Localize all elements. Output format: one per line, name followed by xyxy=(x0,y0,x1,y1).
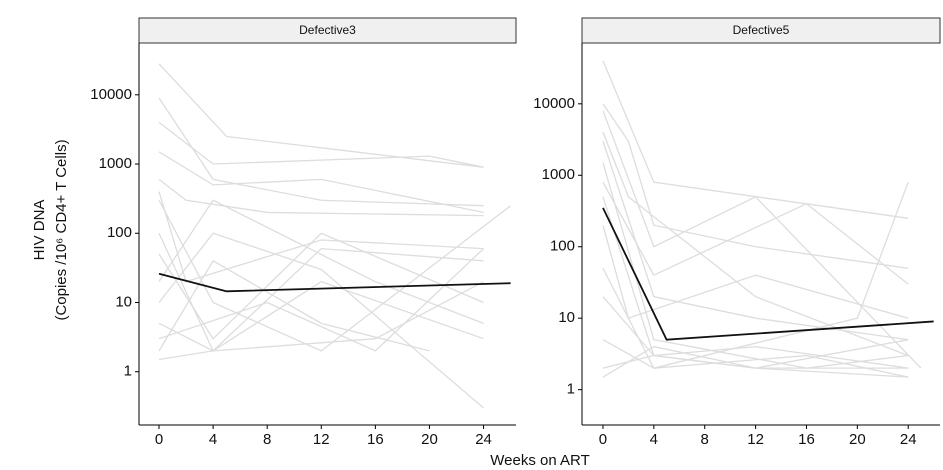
line xyxy=(602,110,922,369)
line xyxy=(158,121,484,168)
strip xyxy=(581,17,941,44)
y-tick-label: 1 xyxy=(124,363,132,380)
line xyxy=(602,267,909,378)
line xyxy=(158,63,484,168)
line xyxy=(602,132,909,357)
panel-title: Defective5 xyxy=(733,23,790,37)
x-tick-label: 24 xyxy=(900,431,917,448)
line xyxy=(602,181,909,369)
line xyxy=(602,60,909,219)
y-tick-label: 10000 xyxy=(90,86,132,103)
x-tick-label: 4 xyxy=(650,431,658,448)
y-tick-label: 10 xyxy=(115,293,132,310)
line xyxy=(158,191,484,283)
line xyxy=(602,103,909,269)
line xyxy=(158,199,511,352)
line xyxy=(158,259,430,352)
y-tick-label: 10000 xyxy=(533,95,575,112)
y-tick-label: 100 xyxy=(550,238,575,255)
y-tick-label: 1000 xyxy=(542,166,575,183)
x-tick-label: 24 xyxy=(475,431,492,448)
line xyxy=(602,196,909,369)
x-tick-label: 8 xyxy=(263,431,271,448)
line xyxy=(158,281,484,361)
line xyxy=(158,199,484,324)
y-tick-label: 10 xyxy=(558,309,575,326)
line xyxy=(602,225,909,320)
x-tick-label: 20 xyxy=(849,431,866,448)
y-tick-label: 1000 xyxy=(99,155,132,172)
x-tick-label: 0 xyxy=(155,431,163,448)
line xyxy=(158,248,484,352)
line xyxy=(602,162,909,369)
x-tick-label: 0 xyxy=(599,431,607,448)
line xyxy=(158,280,484,352)
line xyxy=(602,207,934,341)
x-tick-label: 20 xyxy=(421,431,438,448)
x-tick-label: 16 xyxy=(367,431,384,448)
x-tick-label: 4 xyxy=(209,431,217,448)
y-axis-label: (Copies /10⁶ CD4+ T Cells) xyxy=(53,139,70,320)
y-tick-label: 1 xyxy=(567,381,575,398)
line xyxy=(602,345,909,378)
line xyxy=(158,151,484,214)
line xyxy=(158,232,484,352)
y-axis-label: HIV DNA xyxy=(31,200,48,261)
strip xyxy=(138,17,517,44)
x-tick-label: 12 xyxy=(313,431,330,448)
line xyxy=(158,178,484,217)
line xyxy=(602,181,909,285)
panel-title: Defective3 xyxy=(299,23,356,37)
x-tick-label: 8 xyxy=(701,431,709,448)
x-axis-label: Weeks on ART xyxy=(490,452,590,469)
y-tick-label: 100 xyxy=(107,224,132,241)
line xyxy=(158,232,484,409)
line xyxy=(158,272,511,293)
x-tick-label: 12 xyxy=(747,431,764,448)
line xyxy=(158,97,484,207)
x-tick-label: 16 xyxy=(798,431,815,448)
line xyxy=(158,232,484,340)
